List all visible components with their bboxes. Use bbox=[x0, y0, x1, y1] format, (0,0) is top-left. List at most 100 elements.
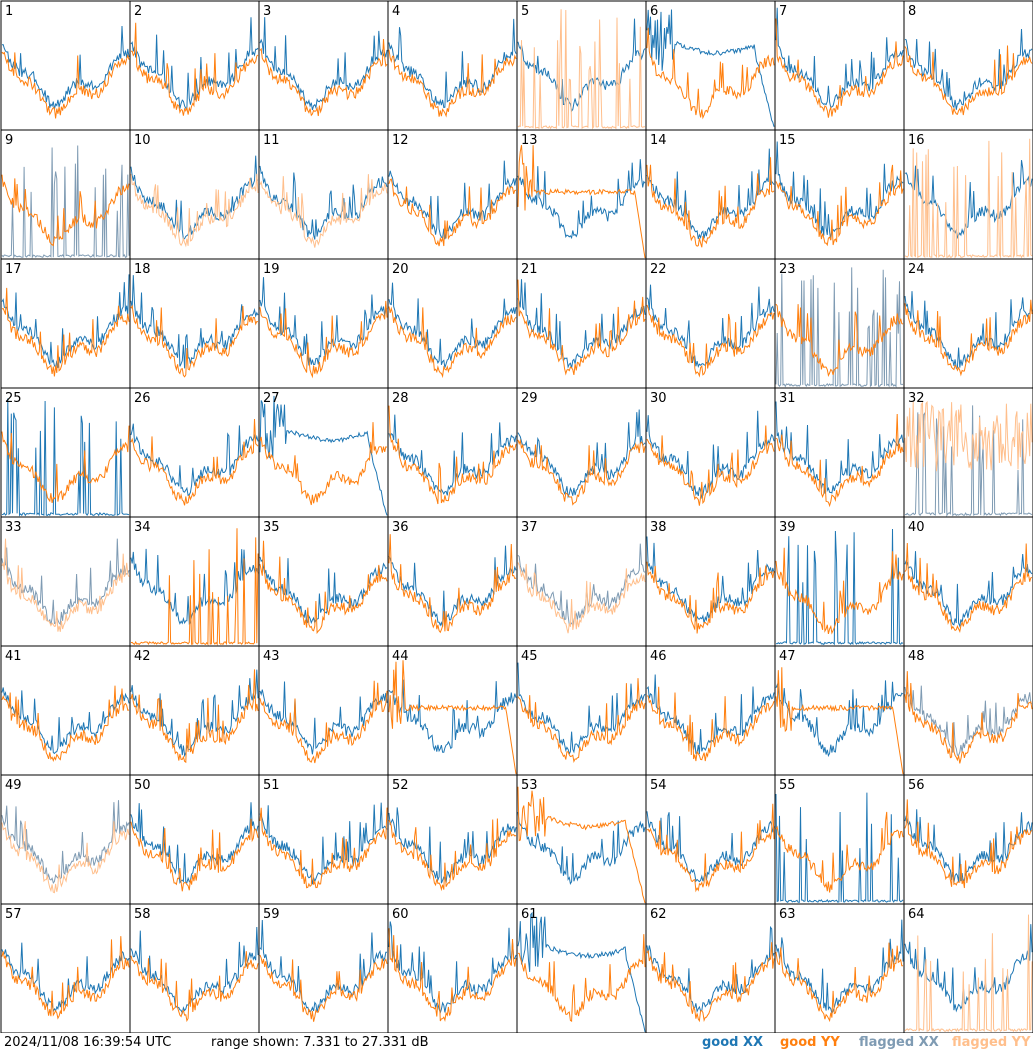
series-yy-line bbox=[388, 49, 517, 118]
panel-number: 54 bbox=[650, 778, 667, 793]
panel-number: 62 bbox=[650, 907, 667, 922]
panel-frame bbox=[774, 387, 905, 518]
legend-good-yy: good YY bbox=[780, 1035, 840, 1050]
spectrum-panel: 21 bbox=[516, 258, 647, 389]
panel-number: 53 bbox=[521, 778, 538, 793]
panel-number: 60 bbox=[392, 907, 409, 922]
panel-frame bbox=[387, 129, 518, 260]
series-yy-line bbox=[388, 306, 517, 379]
range-label: range shown: 7.331 to 27.331 dB bbox=[211, 1035, 429, 1050]
spectrum-panel: 48 bbox=[903, 645, 1033, 776]
panel-number: 15 bbox=[779, 133, 796, 148]
spectrum-panel: 5 bbox=[516, 0, 647, 131]
spectrum-panel: 43 bbox=[258, 645, 389, 776]
spectrum-panel: 17 bbox=[0, 258, 131, 389]
panel-number: 23 bbox=[779, 262, 796, 277]
spectrum-panel: 40 bbox=[903, 516, 1033, 647]
series-xx-line bbox=[775, 792, 904, 903]
series-yy-line bbox=[646, 686, 775, 762]
series-xx-line bbox=[517, 812, 646, 885]
series-yy-line bbox=[130, 528, 259, 646]
series-xx-line bbox=[517, 409, 646, 499]
panel-frame bbox=[0, 0, 131, 131]
panel-number: 5 bbox=[521, 4, 529, 19]
panel-frame bbox=[387, 774, 518, 905]
spectrum-panel: 62 bbox=[645, 903, 776, 1033]
series-yy-line bbox=[130, 304, 259, 378]
series-yy-line bbox=[259, 540, 388, 635]
panel-frame bbox=[516, 129, 647, 260]
series-xx-line bbox=[775, 680, 904, 758]
panel-frame bbox=[258, 129, 389, 260]
panel-number: 49 bbox=[5, 778, 22, 793]
series-yy-line bbox=[388, 818, 517, 892]
panel-frame bbox=[387, 903, 518, 1033]
spectrum-panel: 14 bbox=[645, 129, 776, 260]
series-xx-line bbox=[904, 685, 1033, 756]
panel-number: 2 bbox=[134, 4, 142, 19]
series-yy-line bbox=[1, 174, 130, 247]
spectrum-panel: 11 bbox=[258, 129, 389, 260]
panel-number: 45 bbox=[521, 649, 538, 664]
series-yy-line bbox=[259, 807, 388, 889]
series-yy-line bbox=[259, 300, 388, 379]
panel-frame bbox=[903, 774, 1033, 905]
spectrum-panel: 46 bbox=[645, 645, 776, 776]
series-xx-line bbox=[1, 398, 130, 517]
spectrum-panel: 51 bbox=[258, 774, 389, 905]
spectrum-panel: 16 bbox=[903, 129, 1033, 260]
panel-frame bbox=[903, 0, 1033, 131]
series-yy-line bbox=[646, 157, 775, 248]
series-xx-line bbox=[130, 926, 259, 1015]
series-xx-line bbox=[130, 155, 259, 240]
series-xx-line bbox=[646, 674, 775, 755]
spectrum-panel: 4 bbox=[387, 0, 518, 131]
panel-frame bbox=[0, 387, 131, 518]
panel-number: 36 bbox=[392, 520, 409, 535]
panel-frame bbox=[516, 258, 647, 389]
series-xx-line bbox=[775, 528, 904, 646]
panel-frame bbox=[645, 258, 776, 389]
series-yy-line bbox=[388, 534, 517, 634]
series-yy-line bbox=[646, 304, 775, 378]
spectrum-panel: 20 bbox=[387, 258, 518, 389]
series-yy-line bbox=[130, 951, 259, 1023]
series-yy-line bbox=[388, 405, 517, 505]
panel-number: 17 bbox=[5, 262, 22, 277]
spectrum-panel: 6 bbox=[645, 0, 776, 131]
spectrum-panel: 60 bbox=[387, 903, 518, 1033]
panel-frame bbox=[258, 0, 389, 131]
panel-number: 9 bbox=[5, 133, 13, 148]
panel-number: 11 bbox=[263, 133, 280, 148]
panel-frame bbox=[645, 516, 776, 647]
spectrum-panel: 52 bbox=[387, 774, 518, 905]
series-yy-line bbox=[646, 942, 775, 1023]
panel-frame bbox=[645, 0, 776, 131]
panel-frame bbox=[903, 645, 1033, 776]
spectrum-panel: 61 bbox=[516, 903, 647, 1033]
panel-frame bbox=[645, 903, 776, 1033]
series-yy-line bbox=[904, 400, 1033, 472]
series-yy-line bbox=[904, 914, 1033, 1033]
spectrum-panel: 59 bbox=[258, 903, 389, 1033]
panel-number: 14 bbox=[650, 133, 667, 148]
panel-number: 50 bbox=[134, 778, 151, 793]
panel-number: 4 bbox=[392, 4, 400, 19]
spectrum-panel: 42 bbox=[129, 645, 260, 776]
spectrum-panel: 1 bbox=[0, 0, 131, 131]
series-yy-line bbox=[646, 803, 775, 893]
spectrum-panel: 10 bbox=[129, 129, 260, 260]
panel-number: 63 bbox=[779, 907, 796, 922]
series-yy-line bbox=[517, 438, 646, 506]
panel-number: 59 bbox=[263, 907, 280, 922]
series-yy-line bbox=[775, 547, 904, 635]
panel-frame bbox=[903, 516, 1033, 647]
spectrum-panel: 29 bbox=[516, 387, 647, 518]
series-yy-line bbox=[904, 299, 1033, 377]
series-yy-line bbox=[1, 685, 130, 762]
panel-number: 6 bbox=[650, 4, 658, 19]
spectrum-panel: 22 bbox=[645, 258, 776, 389]
series-xx-line bbox=[130, 275, 259, 369]
spectrum-panel: 63 bbox=[774, 903, 905, 1033]
